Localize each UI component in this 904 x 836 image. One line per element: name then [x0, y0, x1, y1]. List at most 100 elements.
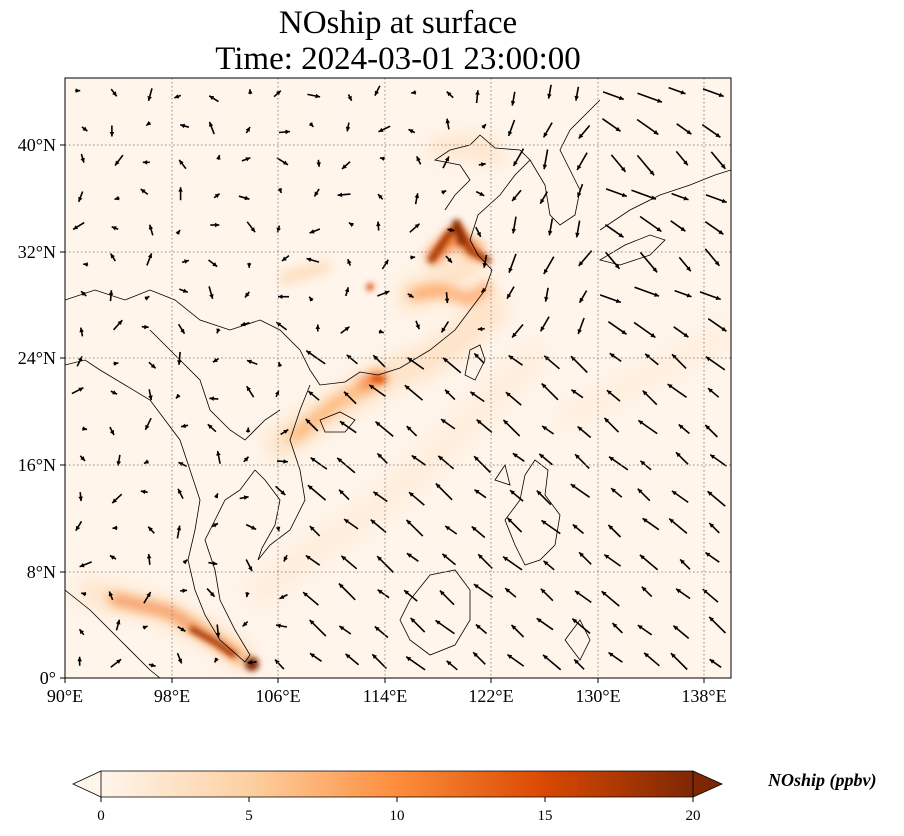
- wind-arrow-head: [611, 488, 616, 493]
- y-tick-label: 0°: [40, 668, 56, 688]
- wind-arrow-head: [474, 489, 480, 495]
- wind-arrow-head: [543, 560, 549, 566]
- wind-arrow-head: [214, 222, 220, 228]
- wind-arrow-head: [248, 89, 253, 94]
- wind-arrow-head: [407, 357, 413, 362]
- wind-arrow-head: [279, 594, 285, 599]
- wind-arrow-head: [615, 298, 621, 303]
- wind-arrow-head: [377, 589, 383, 595]
- wind-arrow-head: [540, 198, 545, 204]
- wind-arrow-head: [638, 420, 644, 425]
- wind-arrow-head: [181, 423, 186, 428]
- wind-arrow-head: [377, 453, 383, 459]
- concentration-field: [77, 135, 731, 674]
- wind-arrow-head: [112, 525, 118, 531]
- wind-arrow-head: [374, 626, 380, 632]
- wind-arrow-head: [574, 659, 579, 665]
- wind-arrow-head: [209, 95, 215, 100]
- wind-arrow-head: [214, 657, 219, 663]
- wind-arrow-head: [435, 620, 441, 625]
- x-tick-label: 122°E: [468, 686, 513, 706]
- wind-arrow-head: [344, 391, 349, 397]
- wind-arrow-head: [473, 652, 478, 658]
- wind-arrow-head: [109, 555, 115, 560]
- wind-arrow-head: [245, 292, 250, 298]
- wind-arrow-head: [446, 91, 452, 97]
- x-tick-label: 130°E: [575, 686, 620, 706]
- wind-arrow-head: [113, 361, 119, 366]
- wind-arrow-head: [247, 359, 252, 365]
- wind-arrow-head: [415, 324, 420, 330]
- wind-arrow-head: [147, 96, 152, 101]
- wind-arrow-head: [572, 618, 578, 624]
- wind-arrow-head: [337, 457, 343, 463]
- wind-arrow-head: [245, 427, 251, 433]
- wind-arrow-head: [376, 221, 381, 227]
- wind-arrow-head: [277, 188, 282, 193]
- wind-arrow-head: [212, 262, 218, 267]
- wind-arrow-head: [108, 591, 113, 597]
- wind-arrow-head: [574, 95, 579, 101]
- wind-arrow-head: [547, 93, 552, 99]
- wind-arrow-head: [708, 388, 713, 393]
- wind-arrow-head: [409, 492, 414, 497]
- wind-arrow-head: [251, 525, 257, 530]
- wind-arrow-head: [277, 361, 283, 367]
- wind-arrow-head: [347, 95, 352, 101]
- wind-arrow-head: [474, 353, 480, 359]
- wind-arrow-head: [470, 391, 476, 397]
- wind-arrow-head: [78, 496, 83, 502]
- wind-arrow-head: [278, 294, 283, 299]
- wind-arrow-head: [79, 563, 85, 568]
- wind-arrow-head: [179, 159, 184, 165]
- wind-arrow-head: [449, 227, 455, 232]
- wind-arrow-head: [146, 553, 152, 559]
- wind-arrow-head: [571, 389, 577, 395]
- wind-arrow-head: [82, 126, 88, 132]
- wind-arrow-head: [81, 291, 86, 296]
- wind-arrow-head: [608, 525, 614, 530]
- wind-arrow-head: [709, 659, 715, 664]
- wind-arrow-head: [721, 326, 727, 332]
- wind-arrow-head: [116, 461, 121, 466]
- wind-arrow-head: [669, 518, 675, 524]
- wind-arrow-head: [670, 653, 676, 658]
- wind-arrow-head: [604, 417, 610, 423]
- wind-arrow-head: [182, 288, 188, 293]
- wind-arrow-head: [510, 100, 516, 106]
- wind-arrow-head: [178, 488, 183, 494]
- wind-arrow-head: [209, 121, 214, 127]
- wind-arrow-head: [410, 255, 416, 260]
- wind-arrow-head: [678, 424, 684, 430]
- wind-arrow-head: [248, 566, 253, 572]
- wind-arrow-head: [503, 419, 509, 425]
- wind-arrow-head: [438, 455, 444, 461]
- wind-arrow-head: [212, 357, 218, 363]
- wind-arrow-head: [680, 90, 686, 95]
- wind-arrow-head: [310, 653, 315, 658]
- wind-arrow-head: [174, 94, 180, 99]
- wind-arrow-head: [115, 160, 120, 166]
- wind-arrow-head: [339, 626, 345, 631]
- wind-arrow-head: [378, 329, 384, 334]
- wind-arrow-head: [148, 224, 154, 230]
- wind-arrow-head: [309, 229, 315, 234]
- wind-arrow-head: [578, 261, 584, 266]
- wind-arrow-head: [709, 523, 715, 528]
- wind-arrow-head: [649, 170, 655, 176]
- wind-arrow-head: [79, 327, 84, 333]
- wind-arrow-head: [671, 490, 677, 496]
- wind-arrow-head: [667, 384, 673, 389]
- wind-arrow-head: [180, 123, 186, 129]
- wind-arrow-head: [144, 459, 149, 464]
- wind-arrow-head: [507, 293, 512, 299]
- wind-arrow-head: [247, 660, 253, 665]
- wind-arrow-head: [316, 162, 321, 167]
- wind-arrow-head: [683, 196, 689, 201]
- wind-arrow-head: [147, 253, 153, 259]
- wind-arrow-head: [443, 357, 448, 363]
- wind-arrow-head: [379, 156, 385, 161]
- wind-arrow-head: [601, 591, 607, 596]
- wind-arrow-head: [414, 193, 420, 199]
